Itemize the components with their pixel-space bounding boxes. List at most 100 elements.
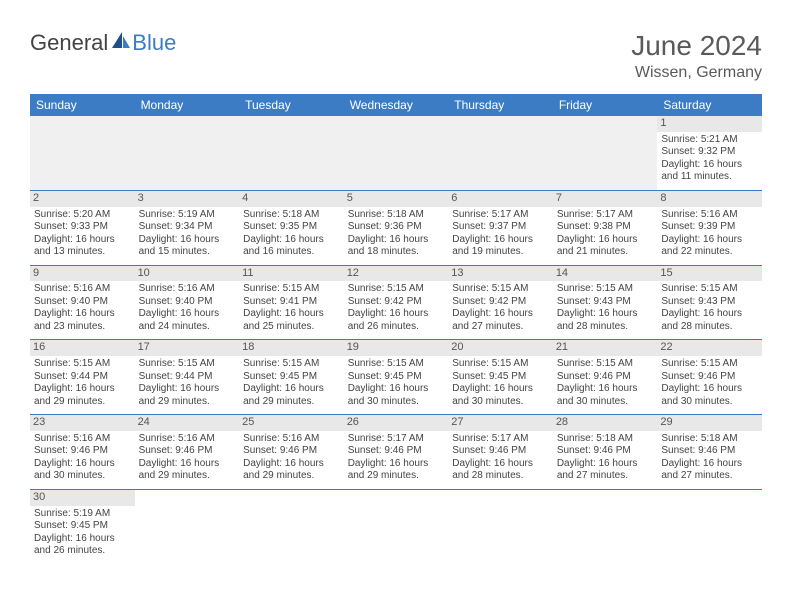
sunset-text: Sunset: 9:42 PM — [348, 296, 445, 309]
sunrise-text: Sunrise: 5:17 AM — [452, 209, 549, 222]
day-number: 23 — [30, 415, 135, 431]
calendar-table: Sunday Monday Tuesday Wednesday Thursday… — [30, 94, 762, 564]
daylight-text: Daylight: 16 hours — [452, 383, 549, 396]
daylight-text: Daylight: 16 hours — [661, 234, 758, 247]
daylight-text: and 13 minutes. — [34, 246, 131, 259]
calendar-cell — [239, 116, 344, 190]
sunrise-text: Sunrise: 5:15 AM — [139, 358, 236, 371]
day-number: 27 — [448, 415, 553, 431]
sunset-text: Sunset: 9:33 PM — [34, 221, 131, 234]
daylight-text: Daylight: 16 hours — [348, 308, 445, 321]
daylight-text: and 30 minutes. — [557, 396, 654, 409]
sail-icon — [110, 30, 132, 56]
daylight-text: Daylight: 16 hours — [557, 458, 654, 471]
calendar-cell: 25Sunrise: 5:16 AMSunset: 9:46 PMDayligh… — [239, 415, 344, 490]
daylight-text: Daylight: 16 hours — [243, 308, 340, 321]
sunrise-text: Sunrise: 5:16 AM — [139, 433, 236, 446]
daylight-text: and 26 minutes. — [348, 321, 445, 334]
calendar-cell — [135, 489, 240, 563]
dayname-fri: Friday — [553, 94, 658, 116]
calendar-cell: 18Sunrise: 5:15 AMSunset: 9:45 PMDayligh… — [239, 340, 344, 415]
daylight-text: and 27 minutes. — [661, 470, 758, 483]
sunrise-text: Sunrise: 5:19 AM — [139, 209, 236, 222]
daylight-text: and 30 minutes. — [452, 396, 549, 409]
location-label: Wissen, Germany — [631, 64, 762, 82]
day-number: 16 — [30, 340, 135, 356]
sunset-text: Sunset: 9:39 PM — [661, 221, 758, 234]
sunset-text: Sunset: 9:45 PM — [34, 520, 131, 533]
calendar-cell: 3Sunrise: 5:19 AMSunset: 9:34 PMDaylight… — [135, 190, 240, 265]
calendar-cell: 28Sunrise: 5:18 AMSunset: 9:46 PMDayligh… — [553, 415, 658, 490]
calendar-cell: 1Sunrise: 5:21 AMSunset: 9:32 PMDaylight… — [657, 116, 762, 190]
sunrise-text: Sunrise: 5:15 AM — [557, 283, 654, 296]
daylight-text: and 16 minutes. — [243, 246, 340, 259]
day-number: 9 — [30, 266, 135, 282]
daylight-text: Daylight: 16 hours — [34, 458, 131, 471]
calendar-cell — [448, 489, 553, 563]
calendar-cell — [135, 116, 240, 190]
calendar-cell — [553, 116, 658, 190]
day-number: 10 — [135, 266, 240, 282]
daylight-text: and 29 minutes. — [243, 396, 340, 409]
calendar-cell — [239, 489, 344, 563]
sunset-text: Sunset: 9:43 PM — [557, 296, 654, 309]
sunset-text: Sunset: 9:46 PM — [557, 445, 654, 458]
daylight-text: Daylight: 16 hours — [452, 458, 549, 471]
sunrise-text: Sunrise: 5:15 AM — [661, 358, 758, 371]
sunset-text: Sunset: 9:46 PM — [452, 445, 549, 458]
sunrise-text: Sunrise: 5:15 AM — [348, 358, 445, 371]
daylight-text: and 29 minutes. — [139, 470, 236, 483]
calendar-cell: 17Sunrise: 5:15 AMSunset: 9:44 PMDayligh… — [135, 340, 240, 415]
sunset-text: Sunset: 9:36 PM — [348, 221, 445, 234]
calendar-cell: 21Sunrise: 5:15 AMSunset: 9:46 PMDayligh… — [553, 340, 658, 415]
sunrise-text: Sunrise: 5:15 AM — [557, 358, 654, 371]
day-number: 20 — [448, 340, 553, 356]
daylight-text: Daylight: 16 hours — [34, 383, 131, 396]
daylight-text: Daylight: 16 hours — [243, 458, 340, 471]
sunset-text: Sunset: 9:44 PM — [34, 371, 131, 384]
sunrise-text: Sunrise: 5:21 AM — [661, 134, 758, 147]
day-number: 26 — [344, 415, 449, 431]
sunset-text: Sunset: 9:46 PM — [243, 445, 340, 458]
sunset-text: Sunset: 9:45 PM — [348, 371, 445, 384]
daylight-text: Daylight: 16 hours — [661, 159, 758, 172]
sunrise-text: Sunrise: 5:19 AM — [34, 508, 131, 521]
calendar-week: 16Sunrise: 5:15 AMSunset: 9:44 PMDayligh… — [30, 340, 762, 415]
sunset-text: Sunset: 9:34 PM — [139, 221, 236, 234]
sunset-text: Sunset: 9:37 PM — [452, 221, 549, 234]
calendar-cell: 11Sunrise: 5:15 AMSunset: 9:41 PMDayligh… — [239, 265, 344, 340]
daylight-text: and 19 minutes. — [452, 246, 549, 259]
daylight-text: and 30 minutes. — [661, 396, 758, 409]
day-number: 7 — [553, 191, 658, 207]
dayname-mon: Monday — [135, 94, 240, 116]
daylight-text: and 27 minutes. — [557, 470, 654, 483]
sunset-text: Sunset: 9:42 PM — [452, 296, 549, 309]
calendar-cell: 8Sunrise: 5:16 AMSunset: 9:39 PMDaylight… — [657, 190, 762, 265]
calendar-cell: 14Sunrise: 5:15 AMSunset: 9:43 PMDayligh… — [553, 265, 658, 340]
daylight-text: Daylight: 16 hours — [139, 383, 236, 396]
daylight-text: Daylight: 16 hours — [452, 234, 549, 247]
day-number: 22 — [657, 340, 762, 356]
calendar-week: 9Sunrise: 5:16 AMSunset: 9:40 PMDaylight… — [30, 265, 762, 340]
sunset-text: Sunset: 9:46 PM — [661, 445, 758, 458]
day-number: 30 — [30, 490, 135, 506]
sunrise-text: Sunrise: 5:17 AM — [452, 433, 549, 446]
day-number: 24 — [135, 415, 240, 431]
brand-part1: General — [30, 30, 108, 56]
daylight-text: Daylight: 16 hours — [139, 234, 236, 247]
daylight-text: and 26 minutes. — [34, 545, 131, 558]
sunrise-text: Sunrise: 5:15 AM — [452, 358, 549, 371]
title-block: June 2024 Wissen, Germany — [631, 30, 762, 82]
sunset-text: Sunset: 9:32 PM — [661, 146, 758, 159]
calendar-cell: 5Sunrise: 5:18 AMSunset: 9:36 PMDaylight… — [344, 190, 449, 265]
calendar-cell: 4Sunrise: 5:18 AMSunset: 9:35 PMDaylight… — [239, 190, 344, 265]
day-number: 5 — [344, 191, 449, 207]
day-number: 18 — [239, 340, 344, 356]
calendar-cell — [30, 116, 135, 190]
sunset-text: Sunset: 9:41 PM — [243, 296, 340, 309]
daylight-text: Daylight: 16 hours — [661, 458, 758, 471]
daylight-text: and 27 minutes. — [452, 321, 549, 334]
calendar-cell: 15Sunrise: 5:15 AMSunset: 9:43 PMDayligh… — [657, 265, 762, 340]
calendar-body: 1Sunrise: 5:21 AMSunset: 9:32 PMDaylight… — [30, 116, 762, 564]
sunrise-text: Sunrise: 5:16 AM — [243, 433, 340, 446]
